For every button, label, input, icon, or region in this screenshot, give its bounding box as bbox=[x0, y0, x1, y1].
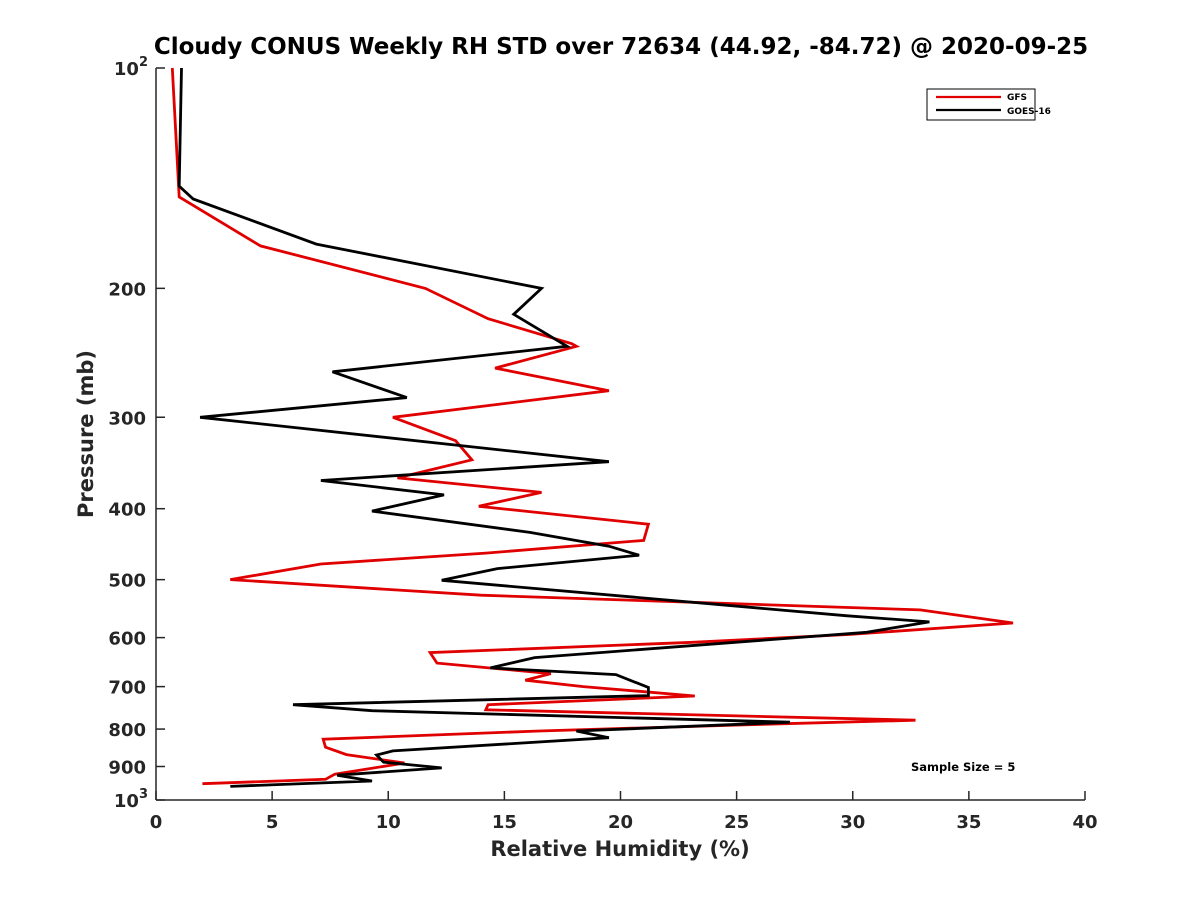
y-tick-label: 600 bbox=[108, 629, 146, 650]
sample-size-annotation: Sample Size = 5 bbox=[911, 760, 1015, 774]
series-line-goes16 bbox=[177, 67, 930, 788]
y-ticks: 102 200 300 400 500 600 700 800 900 103 bbox=[108, 55, 165, 812]
chart-title: Cloudy CONUS Weekly RH STD over 72634 (4… bbox=[154, 34, 1088, 60]
y-tick-label: 102 bbox=[114, 55, 148, 80]
y-tick-label: 700 bbox=[108, 678, 146, 699]
x-axis-label: Relative Humidity (%) bbox=[490, 837, 749, 861]
x-ticks: 0 5 10 15 20 25 30 35 40 bbox=[150, 791, 1098, 833]
legend-label-goes16: GOES-16 bbox=[1007, 107, 1051, 117]
x-tick-label: 35 bbox=[956, 812, 981, 833]
series-line-gfs bbox=[170, 67, 1014, 786]
plot-area bbox=[156, 68, 1085, 800]
y-tick-label: 400 bbox=[108, 500, 146, 521]
legend: GFS GOES-16 bbox=[926, 88, 1051, 121]
x-tick-label: 25 bbox=[724, 812, 749, 833]
x-tick-label: 20 bbox=[608, 812, 633, 833]
y-tick-label: 103 bbox=[114, 787, 148, 812]
x-tick-label: 30 bbox=[840, 812, 865, 833]
y-tick-label: 900 bbox=[108, 758, 146, 779]
y-tick-label: 800 bbox=[108, 720, 146, 741]
x-tick-label: 10 bbox=[376, 812, 401, 833]
legend-box bbox=[926, 88, 1036, 121]
y-tick-label: 300 bbox=[108, 408, 146, 429]
legend-label-gfs: GFS bbox=[1007, 93, 1027, 103]
y-axis-label: Pressure (mb) bbox=[74, 350, 98, 518]
x-tick-label: 5 bbox=[266, 812, 279, 833]
x-tick-label: 15 bbox=[492, 812, 517, 833]
series-layer bbox=[170, 67, 1014, 788]
x-tick-label: 40 bbox=[1072, 812, 1097, 833]
x-tick-label: 0 bbox=[150, 812, 163, 833]
y-tick-label: 200 bbox=[108, 279, 146, 300]
y-tick-label: 500 bbox=[108, 571, 146, 592]
